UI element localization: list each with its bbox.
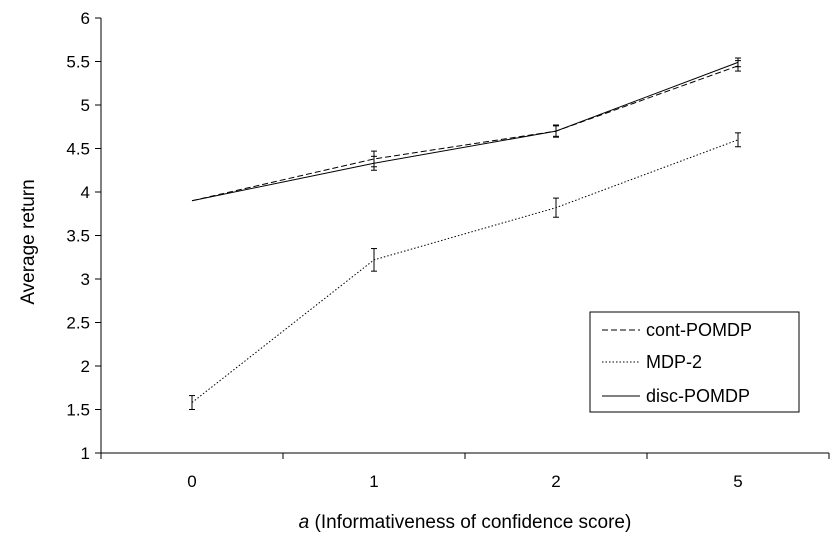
x-tick-label: 5	[733, 472, 742, 491]
axes: 1 1.5 2 2.5 3 3.5 4 4.5 5 5.5 6 0 1 2 5	[66, 9, 830, 491]
y-tick-label: 2	[81, 357, 90, 376]
y-tick-label: 4	[81, 183, 90, 202]
legend-label-mdp-2: MDP-2	[646, 352, 702, 372]
x-axis-title-italic: a	[299, 512, 310, 533]
x-axis-title-rest: (Informativeness of confidence score)	[309, 512, 631, 533]
x-axis-title: a (Informativeness of confidence score)	[299, 512, 632, 533]
y-tick-label: 3	[81, 270, 90, 289]
y-axis-title: Average return	[18, 179, 39, 304]
y-tick-label: 3.5	[66, 227, 90, 246]
legend-box	[589, 311, 800, 413]
x-tick-label: 2	[551, 472, 560, 491]
y-tick-label: 5	[81, 96, 90, 115]
series-line-cont-pomdp	[191, 65, 739, 202]
y-tick-label: 4.5	[66, 140, 90, 159]
legend-label-disc-pomdp: disc-POMDP	[646, 386, 750, 406]
series-line-disc-pomdp	[191, 61, 739, 202]
y-tick-label: 1.5	[66, 401, 90, 420]
series-lines	[191, 61, 739, 403]
y-tick-label: 2.5	[66, 314, 90, 333]
series-line-mdp-2	[191, 139, 739, 403]
y-tick-label: 6	[81, 9, 90, 28]
x-tick-label: 1	[369, 472, 378, 491]
y-tick-label: 1	[81, 444, 90, 463]
legend-label-cont-pomdp: cont-POMDP	[646, 320, 752, 340]
y-tick-label: 5.5	[66, 53, 90, 72]
x-tick-label: 0	[187, 472, 196, 491]
legend: cont-POMDP MDP-2 disc-POMDP	[589, 311, 800, 413]
